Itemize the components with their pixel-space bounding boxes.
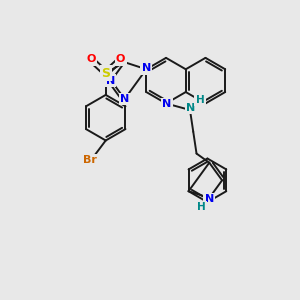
Text: Br: Br	[83, 155, 97, 165]
Text: N: N	[162, 99, 172, 110]
Text: N: N	[205, 194, 214, 204]
Text: N: N	[142, 63, 151, 73]
Text: O: O	[86, 54, 96, 64]
Text: H: H	[196, 95, 204, 105]
Text: H: H	[197, 202, 206, 212]
Text: N: N	[106, 76, 115, 85]
Text: N: N	[120, 94, 129, 104]
Text: N: N	[186, 103, 196, 113]
Text: O: O	[116, 54, 125, 64]
Text: S: S	[101, 67, 110, 80]
